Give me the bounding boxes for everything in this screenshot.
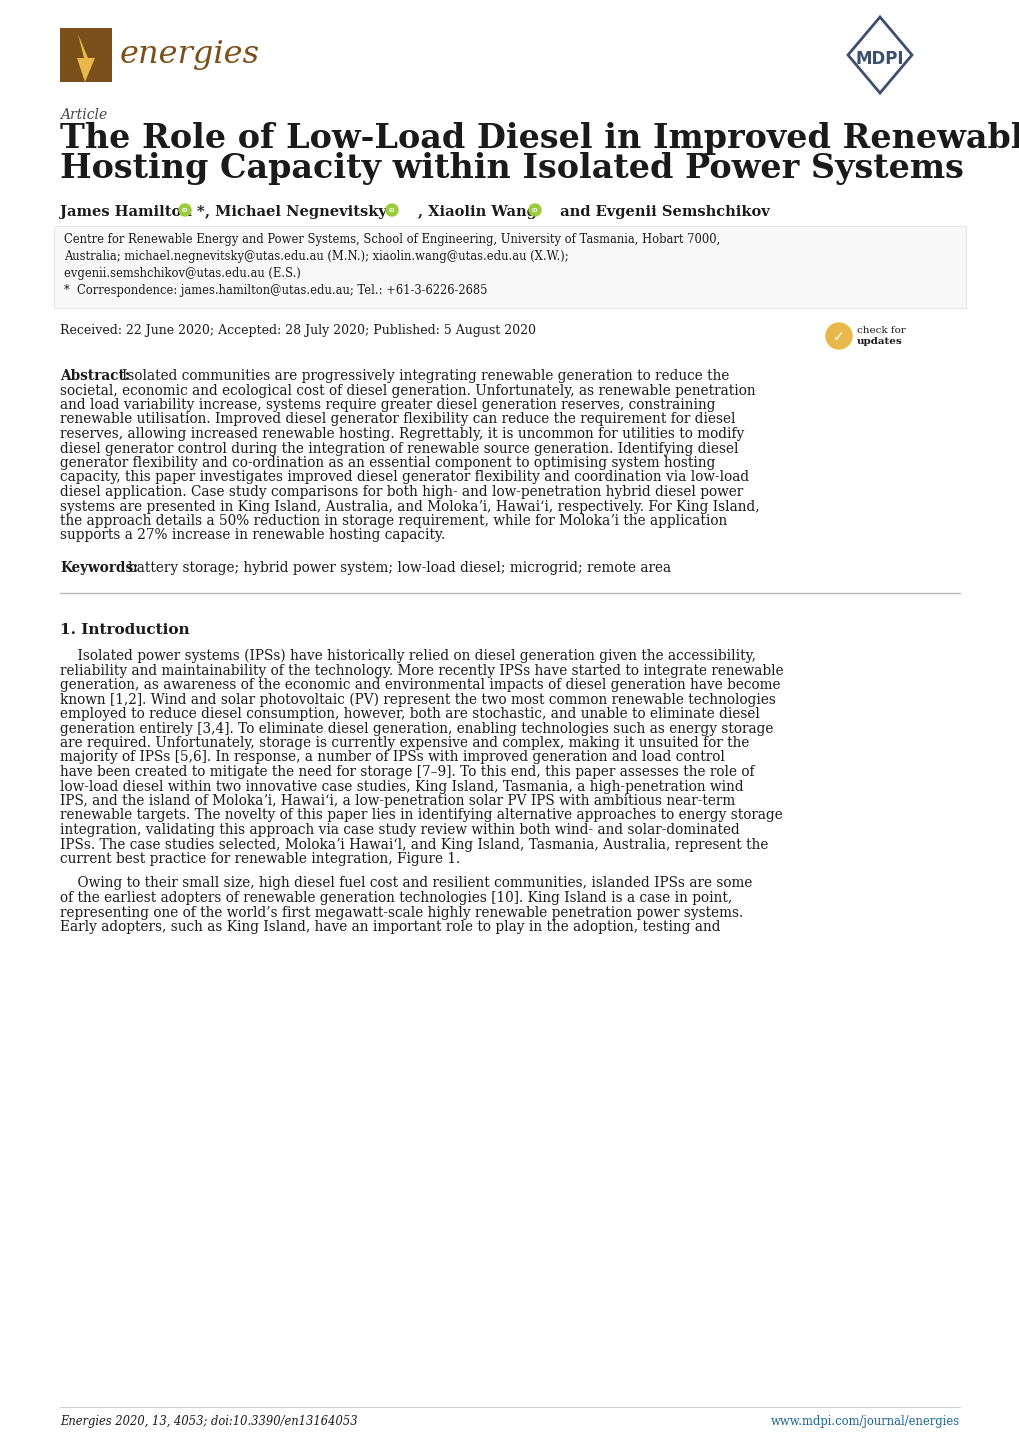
Polygon shape xyxy=(76,35,95,82)
Text: ✓: ✓ xyxy=(833,330,844,345)
Text: energies: energies xyxy=(120,39,260,71)
Text: Isolated communities are progressively integrating renewable generation to reduc: Isolated communities are progressively i… xyxy=(122,369,729,384)
Text: Keywords:: Keywords: xyxy=(60,561,138,575)
Text: 1. Introduction: 1. Introduction xyxy=(60,623,190,637)
Text: renewable utilisation. Improved diesel generator flexibility can reduce the requ: renewable utilisation. Improved diesel g… xyxy=(60,412,735,427)
Text: www.mdpi.com/journal/energies: www.mdpi.com/journal/energies xyxy=(770,1415,959,1428)
Text: representing one of the world’s first megawatt-scale highly renewable penetratio: representing one of the world’s first me… xyxy=(60,906,743,920)
Text: Owing to their small size, high diesel fuel cost and resilient communities, isla: Owing to their small size, high diesel f… xyxy=(60,877,752,891)
Text: known [1,2]. Wind and solar photovoltaic (PV) represent the two most common rene: known [1,2]. Wind and solar photovoltaic… xyxy=(60,692,775,707)
Text: evgenii.semshchikov@utas.edu.au (E.S.): evgenii.semshchikov@utas.edu.au (E.S.) xyxy=(64,267,301,280)
Text: employed to reduce diesel consumption, however, both are stochastic, and unable : employed to reduce diesel consumption, h… xyxy=(60,707,759,721)
Text: majority of IPSs [5,6]. In response, a number of IPSs with improved generation a: majority of IPSs [5,6]. In response, a n… xyxy=(60,750,725,764)
Text: Abstract:: Abstract: xyxy=(60,369,129,384)
Text: and Evgenii Semshchikov: and Evgenii Semshchikov xyxy=(554,205,769,219)
Text: have been created to mitigate the need for storage [7–9]. To this end, this pape: have been created to mitigate the need f… xyxy=(60,766,754,779)
Text: systems are presented in King Island, Australia, and Molokaʼi, Hawaiʻi, respecti: systems are presented in King Island, Au… xyxy=(60,499,759,513)
Text: generator flexibility and co-ordination as an essential component to optimising : generator flexibility and co-ordination … xyxy=(60,456,714,470)
Text: societal, economic and ecological cost of diesel generation. Unfortunately, as r: societal, economic and ecological cost o… xyxy=(60,384,755,398)
Text: MDPI: MDPI xyxy=(855,50,904,68)
Text: diesel application. Case study comparisons for both high- and low-penetration hy: diesel application. Case study compariso… xyxy=(60,485,743,499)
Text: current best practice for renewable integration, Figure 1.: current best practice for renewable inte… xyxy=(60,852,460,867)
Text: James Hamilton *: James Hamilton * xyxy=(60,205,205,219)
Text: reserves, allowing increased renewable hosting. Regrettably, it is uncommon for : reserves, allowing increased renewable h… xyxy=(60,427,744,441)
Text: Australia; michael.negnevitsky@utas.edu.au (M.N.); xiaolin.wang@utas.edu.au (X.W: Australia; michael.negnevitsky@utas.edu.… xyxy=(64,249,568,262)
Text: Centre for Renewable Energy and Power Systems, School of Engineering, University: Centre for Renewable Energy and Power Sy… xyxy=(64,234,719,247)
Circle shape xyxy=(178,203,191,216)
Text: the approach details a 50% reduction in storage requirement, while for Molokaʼi : the approach details a 50% reduction in … xyxy=(60,513,727,528)
Text: are required. Unfortunately, storage is currently expensive and complex, making : are required. Unfortunately, storage is … xyxy=(60,735,749,750)
Text: IPSs. The case studies selected, Molokaʼi Hawaiʻl, and King Island, Tasmania, Au: IPSs. The case studies selected, Molokaʼ… xyxy=(60,838,767,851)
Text: , Xiaolin Wang: , Xiaolin Wang xyxy=(418,205,536,219)
Circle shape xyxy=(529,203,540,216)
Text: integration, validating this approach via case study review within both wind- an: integration, validating this approach vi… xyxy=(60,823,739,836)
Text: Hosting Capacity within Isolated Power Systems: Hosting Capacity within Isolated Power S… xyxy=(60,151,963,185)
Text: Early adopters, such as King Island, have an important role to play in the adopt: Early adopters, such as King Island, hav… xyxy=(60,920,719,934)
Text: generation entirely [3,4]. To eliminate diesel generation, enabling technologies: generation entirely [3,4]. To eliminate … xyxy=(60,721,772,735)
Text: updates: updates xyxy=(856,337,902,346)
Text: Energies 2020, 13, 4053; doi:10.3390/en13164053: Energies 2020, 13, 4053; doi:10.3390/en1… xyxy=(60,1415,358,1428)
Text: check for: check for xyxy=(856,326,905,335)
Text: , Michael Negnevitsky: , Michael Negnevitsky xyxy=(205,205,386,219)
Text: *  Correspondence: james.hamilton@utas.edu.au; Tel.: +61-3-6226-2685: * Correspondence: james.hamilton@utas.ed… xyxy=(64,284,487,297)
Text: IPS, and the island of Molokaʼi, Hawaiʻi, a low-penetration solar PV IPS with am: IPS, and the island of Molokaʼi, Hawaiʻi… xyxy=(60,795,735,808)
Text: battery storage; hybrid power system; low-load diesel; microgrid; remote area: battery storage; hybrid power system; lo… xyxy=(127,561,671,575)
Circle shape xyxy=(385,203,397,216)
Text: generation, as awareness of the economic and environmental impacts of diesel gen: generation, as awareness of the economic… xyxy=(60,678,780,692)
Text: iD: iD xyxy=(181,208,189,212)
Text: iD: iD xyxy=(531,208,538,212)
Text: diesel generator control during the integration of renewable source generation. : diesel generator control during the inte… xyxy=(60,441,738,456)
Text: Article: Article xyxy=(60,108,107,123)
FancyBboxPatch shape xyxy=(60,27,112,82)
Text: low-load diesel within two innovative case studies, King Island, Tasmania, a hig: low-load diesel within two innovative ca… xyxy=(60,780,743,793)
Text: and load variability increase, systems require greater diesel generation reserve: and load variability increase, systems r… xyxy=(60,398,714,412)
Text: iD: iD xyxy=(388,208,395,212)
Text: The Role of Low-Load Diesel in Improved Renewable: The Role of Low-Load Diesel in Improved … xyxy=(60,123,1019,154)
Circle shape xyxy=(825,323,851,349)
Text: reliability and maintainability of the technology. More recently IPSs have start: reliability and maintainability of the t… xyxy=(60,663,783,678)
Text: of the earliest adopters of renewable generation technologies [10]. King Island : of the earliest adopters of renewable ge… xyxy=(60,891,732,906)
Text: supports a 27% increase in renewable hosting capacity.: supports a 27% increase in renewable hos… xyxy=(60,529,445,542)
Text: Received: 22 June 2020; Accepted: 28 July 2020; Published: 5 August 2020: Received: 22 June 2020; Accepted: 28 Jul… xyxy=(60,324,535,337)
FancyBboxPatch shape xyxy=(54,226,965,309)
Text: Isolated power systems (IPSs) have historically relied on diesel generation give: Isolated power systems (IPSs) have histo… xyxy=(60,649,755,663)
Text: renewable targets. The novelty of this paper lies in identifying alternative app: renewable targets. The novelty of this p… xyxy=(60,809,782,822)
Text: capacity, this paper investigates improved diesel generator flexibility and coor: capacity, this paper investigates improv… xyxy=(60,470,748,485)
